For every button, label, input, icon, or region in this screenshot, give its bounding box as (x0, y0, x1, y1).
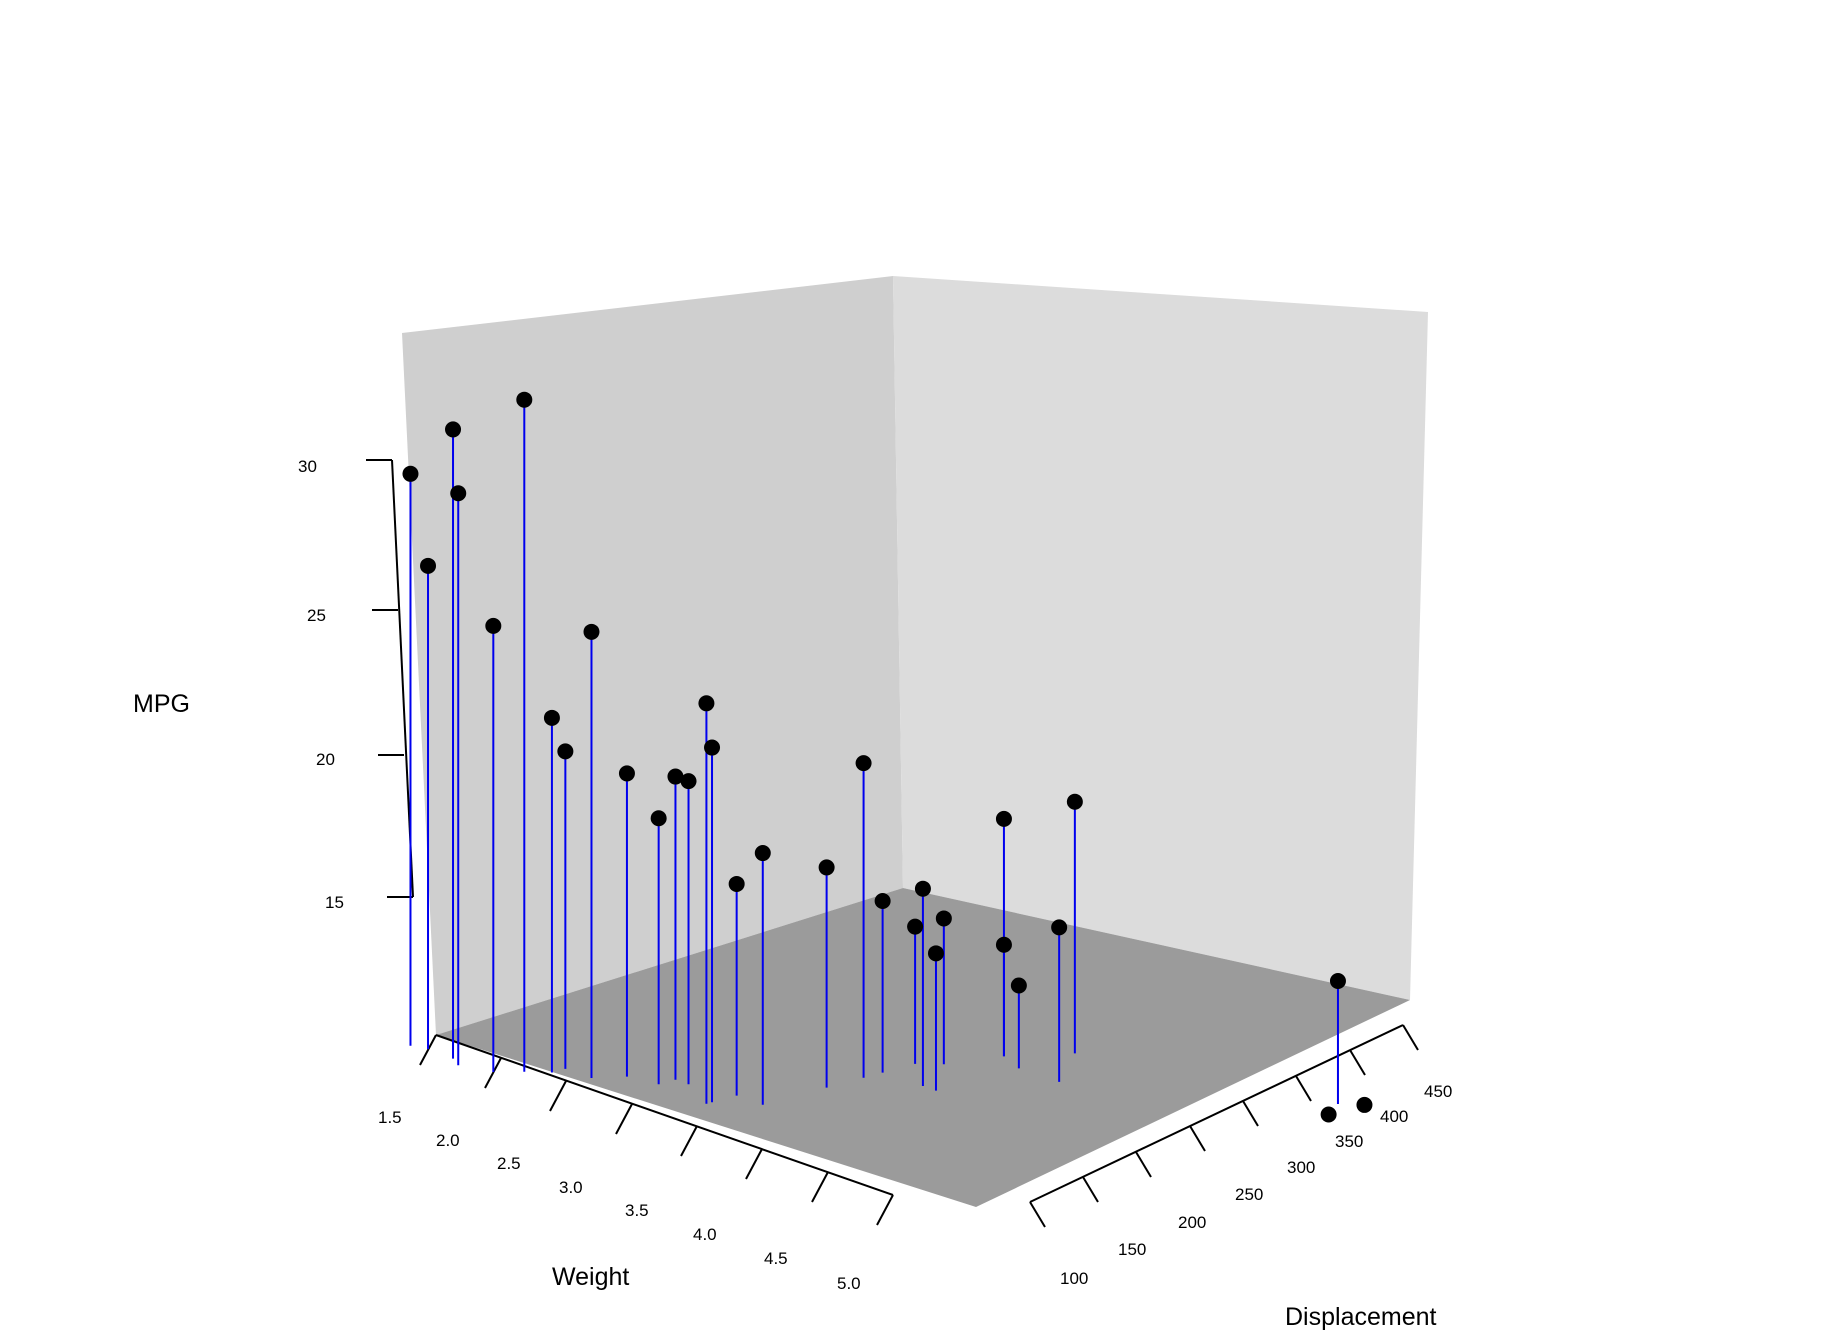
displacement-tick-label: 250 (1235, 1185, 1263, 1204)
mpg-axis-title: MPG (133, 690, 190, 718)
displacement-tick (1402, 1024, 1419, 1051)
weight-tick-label: 4.5 (764, 1249, 788, 1268)
data-point (420, 557, 437, 574)
weight-tick (811, 1171, 829, 1203)
data-point (516, 391, 533, 408)
displacement-tick-label: 300 (1287, 1158, 1315, 1177)
weight-axis-line (435, 1034, 894, 1196)
data-point (1329, 972, 1346, 989)
weight-axis-title: Weight (552, 1263, 629, 1291)
data-point (1320, 1106, 1337, 1123)
weight-tick (680, 1125, 698, 1157)
data-point (704, 739, 721, 756)
data-points-layer (402, 391, 1373, 1123)
data-point (995, 936, 1012, 953)
weight-tick (876, 1194, 894, 1226)
weight-tick-label: 2.0 (436, 1131, 460, 1150)
data-point (698, 695, 715, 712)
data-point (728, 875, 745, 892)
mpg-tick-label: 20 (316, 750, 335, 769)
displacement-tick (1135, 1151, 1152, 1178)
data-point (935, 910, 952, 927)
displacement-tick (1242, 1100, 1259, 1127)
displacement-tick-label: 100 (1060, 1269, 1088, 1288)
weight-tick (549, 1080, 567, 1112)
displacement-axis-line (1029, 1024, 1404, 1203)
weight-tick (419, 1034, 437, 1066)
data-point (754, 845, 771, 862)
data-point (543, 709, 560, 726)
mpg-axis: 15 20 25 30 MPG (133, 457, 414, 912)
displacement-axis-title: Displacement (1285, 1303, 1437, 1331)
weight-tick (484, 1057, 502, 1089)
data-point (907, 918, 924, 935)
weight-tick (745, 1148, 763, 1180)
weight-tick-label: 4.0 (693, 1225, 717, 1244)
displacement-tick (1295, 1075, 1312, 1102)
displacement-tick-label: 450 (1424, 1082, 1452, 1101)
data-point (818, 859, 835, 876)
mpg-tick-label: 25 (307, 606, 326, 625)
weight-tick-label: 3.0 (559, 1178, 583, 1197)
data-point (1010, 977, 1027, 994)
back-wall-left (402, 276, 903, 1035)
data-point (557, 743, 574, 760)
data-point (650, 810, 667, 827)
mpg-tick-label: 15 (325, 893, 344, 912)
data-point (485, 617, 502, 634)
weight-axis: 1.5 2.0 2.5 3.0 3.5 4.0 4.5 5.0 Weight (378, 1034, 894, 1293)
data-point (1066, 793, 1083, 810)
data-point (995, 810, 1012, 827)
displacement-tick (1189, 1125, 1206, 1152)
displacement-tick-label: 150 (1118, 1240, 1146, 1259)
displacement-axis: 100 150 200 250 300 350 400 450 Displace… (1029, 1024, 1452, 1331)
data-point (583, 623, 600, 640)
displacement-tick-label: 200 (1178, 1213, 1206, 1232)
data-point (667, 768, 684, 785)
displacement-tick (1349, 1049, 1366, 1076)
displacement-tick (1029, 1201, 1046, 1228)
data-point (927, 945, 944, 962)
weight-tick (615, 1103, 633, 1135)
weight-tick-label: 2.5 (497, 1154, 521, 1173)
data-point (680, 773, 697, 790)
mpg-tick-label: 30 (298, 457, 317, 476)
weight-tick-label: 1.5 (378, 1108, 402, 1127)
data-point (402, 465, 419, 482)
back-wall-right (893, 276, 1428, 1000)
data-point (874, 893, 891, 910)
data-point (450, 485, 467, 502)
weight-tick-label: 3.5 (625, 1201, 649, 1220)
data-point (618, 765, 635, 782)
weight-tick-label: 5.0 (837, 1274, 861, 1293)
data-point (855, 755, 872, 772)
displacement-tick-label: 350 (1335, 1132, 1363, 1151)
data-point (1356, 1096, 1373, 1113)
displacement-tick-label: 400 (1380, 1107, 1408, 1126)
data-point (914, 880, 931, 897)
data-point (445, 421, 462, 438)
data-point (1051, 919, 1068, 936)
displacement-tick (1082, 1176, 1099, 1203)
